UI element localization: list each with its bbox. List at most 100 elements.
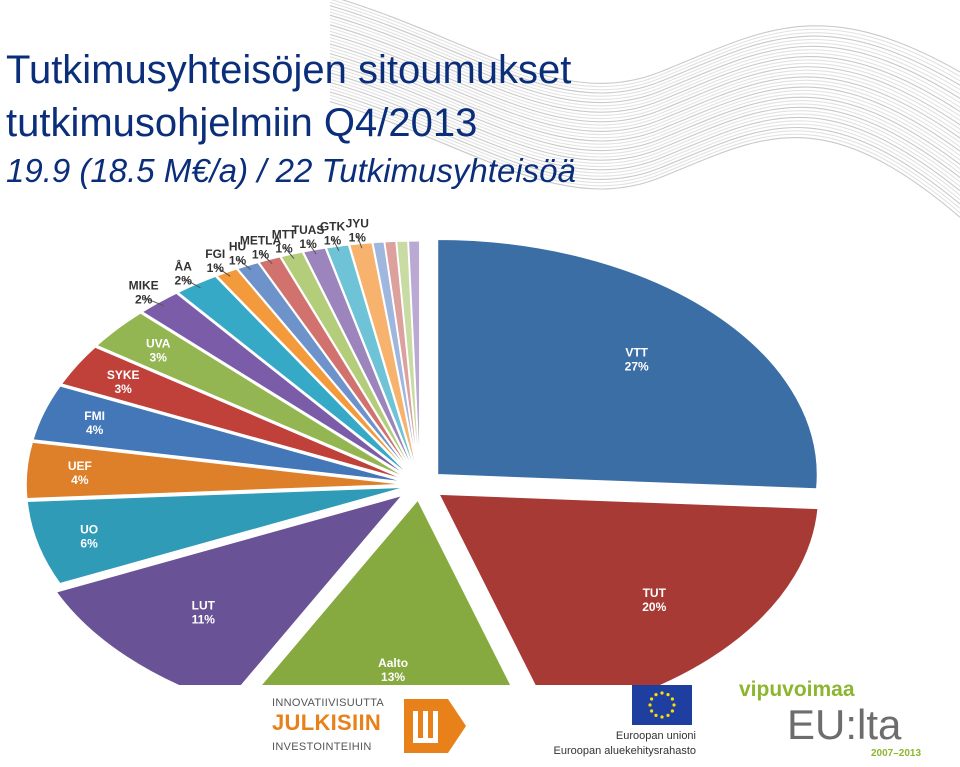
- eu-star: [670, 709, 674, 713]
- pie-label-name: MIKE: [129, 279, 159, 293]
- eu-flag-icon: [632, 685, 692, 725]
- pie-label-name: JYU: [346, 217, 369, 231]
- wave-line: [330, 0, 960, 88]
- eu-star: [654, 713, 658, 717]
- pie-slice-tuas: [302, 247, 417, 477]
- wave-line: [329, 88, 960, 201]
- wave-line: [329, 17, 960, 107]
- pie-slice-tut: [437, 493, 820, 685]
- pie-label-name: SYKE: [107, 368, 140, 382]
- pie-slice-mike: [140, 292, 412, 480]
- eu-logo-line2: Euroopan aluekehitysrahasto: [553, 745, 696, 757]
- pie-slice-other-21: [407, 239, 421, 477]
- pie-label-percent: 11%: [192, 612, 216, 626]
- wave-line: [329, 24, 960, 113]
- wave-line: [329, 101, 960, 218]
- pie-label-name: MTT: [272, 228, 297, 242]
- pie-label-percent: 27%: [625, 360, 649, 374]
- pie-label-name: UVA: [146, 337, 171, 351]
- pie-label-name: HU: [229, 240, 246, 254]
- pie-label-percent: 1%: [299, 237, 317, 251]
- pie-label-percent: 3%: [150, 351, 168, 365]
- pie-label-percent: 1%: [275, 242, 293, 256]
- page-subtitle: 19.9 (18.5 M€/a) / 22 Tutkimusyhteisöä: [6, 152, 576, 189]
- pie-label-percent: 20%: [642, 600, 666, 614]
- eu-star: [654, 693, 658, 697]
- pie-leader-line: [283, 246, 295, 259]
- pie-slice-syke: [60, 346, 409, 482]
- pie-label-percent: 2%: [175, 273, 193, 287]
- pie-label-name: GTK: [320, 219, 346, 233]
- pie-slice-uva: [95, 311, 410, 481]
- wave-line: [329, 21, 960, 110]
- pie-slice-hu: [235, 261, 415, 478]
- wave-line: [329, 81, 960, 192]
- pie-slices: [25, 238, 820, 685]
- wave-line: [329, 5, 960, 94]
- wave-line: [329, 65, 960, 170]
- pie-slice-gtk: [325, 243, 418, 477]
- pie-labels: VTT27%TUT20%Aalto13%LUT11%UO6%UEF4%FMI4%…: [68, 217, 667, 684]
- pie-label-percent: 3%: [114, 382, 132, 396]
- wave-line: [329, 43, 960, 139]
- wave-line: [329, 37, 960, 130]
- vipuvoimaa-logo-line2: EU:lta: [787, 701, 902, 748]
- pie-slice-fmi: [31, 384, 407, 484]
- pie-label-name: VTT: [625, 346, 648, 360]
- wave-line: [329, 49, 960, 148]
- wave-line: [329, 75, 960, 183]
- wave-line: [329, 33, 960, 126]
- pie-leader-line: [260, 251, 273, 265]
- eu-logo: Euroopan unioni Euroopan aluekehitysraha…: [540, 685, 720, 765]
- wave-line: [329, 91, 960, 205]
- wave-line: [329, 46, 960, 143]
- pie-label-name: TUAS: [292, 223, 325, 237]
- pie-leader-line: [356, 235, 363, 249]
- wave-line: [329, 14, 960, 104]
- wave-line: [329, 11, 960, 100]
- pie-label-percent: 1%: [207, 261, 225, 275]
- pie-label-name: FMI: [84, 409, 105, 423]
- eu-star: [672, 703, 676, 707]
- julkisiin-logo-line1: INNOVATIIVISUUTTA: [272, 697, 385, 709]
- eu-star: [650, 709, 654, 713]
- wave-line: [329, 69, 960, 174]
- pie-slice-vtt: [436, 238, 819, 490]
- eu-star: [660, 691, 664, 695]
- wave-line: [329, 27, 960, 117]
- wave-line: [329, 62, 960, 165]
- pie-slice-uo: [26, 486, 407, 585]
- wave-line: [341, 0, 960, 84]
- pie-chart: VTT27%TUT20%Aalto13%LUT11%UO6%UEF4%FMI4%…: [25, 217, 820, 685]
- pie-label-name: TUT: [643, 586, 667, 600]
- pie-label-name: UEF: [68, 459, 92, 473]
- pie-label-percent: 1%: [349, 231, 367, 245]
- page-title-line1: Tutkimusyhteisöjen sitoumukset: [6, 48, 572, 92]
- eu-star: [666, 693, 670, 697]
- vipuvoimaa-logo-line3: 2007–2013: [871, 748, 922, 759]
- pie-label-percent: 13%: [381, 670, 405, 684]
- julkisiin-logo: INNOVATIIVISUUTTA JULKISIIN INVESTOINTEI…: [272, 697, 492, 759]
- wave-line: [329, 1, 960, 91]
- pie-label-name: Aalto: [378, 656, 408, 670]
- pie-label-percent: 2%: [135, 293, 153, 307]
- julkisiin-logo-line3: INVESTOINTEIHIN: [272, 741, 372, 753]
- pie-label-percent: 4%: [86, 423, 104, 437]
- decorative-wave-background: [329, 0, 960, 218]
- pie-label-name: LUT: [192, 598, 216, 612]
- wave-line: [329, 40, 960, 135]
- wave-line: [329, 59, 960, 161]
- pie-label-percent: 1%: [229, 254, 247, 268]
- pie-slice-uef: [25, 441, 407, 500]
- eu-star: [650, 697, 654, 701]
- eu-star: [670, 697, 674, 701]
- eu-star: [660, 715, 664, 719]
- eu-star: [666, 713, 670, 717]
- vipuvoimaa-logo-line1: vipuvoimaa: [739, 678, 855, 701]
- pie-label-name: UO: [80, 523, 98, 537]
- wave-line: [329, 97, 960, 214]
- pie-label-name: METLA: [240, 233, 282, 247]
- pie-slice-lut: [54, 493, 405, 685]
- wave-line: [329, 72, 960, 179]
- pie-leader-line: [237, 258, 252, 270]
